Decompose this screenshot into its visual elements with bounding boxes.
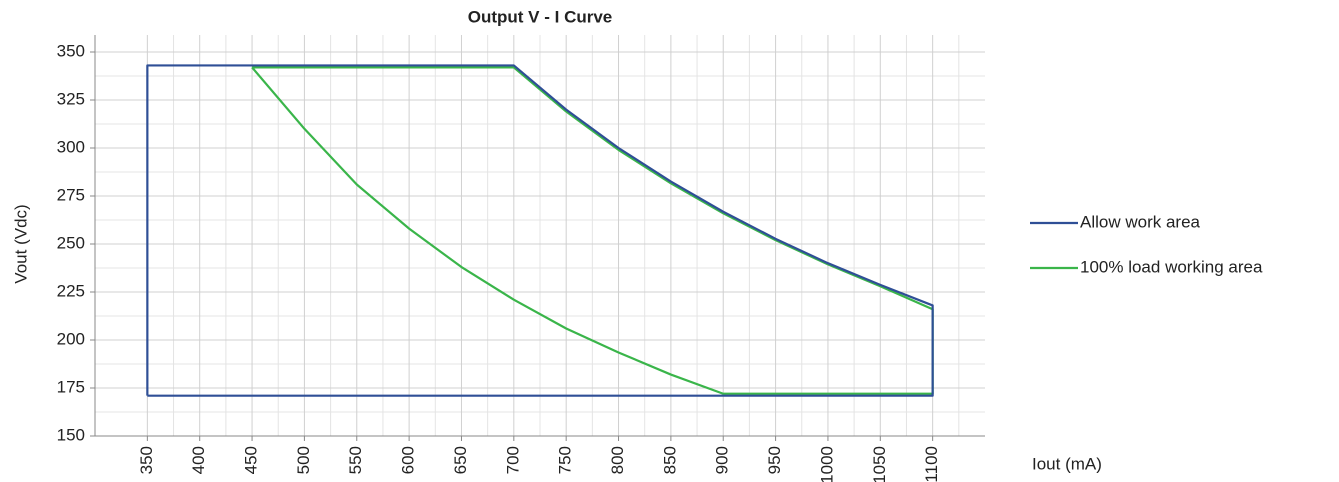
x-tick-label: 1050 — [870, 446, 889, 482]
x-tick-label: 400 — [189, 446, 208, 474]
x-tick-label: 600 — [399, 446, 418, 474]
y-tick-label: 300 — [57, 137, 85, 156]
legend-label: 100% load working area — [1080, 257, 1263, 276]
x-axis-label: Iout (mA) — [1032, 454, 1102, 473]
x-tick-label: 700 — [503, 446, 522, 474]
y-tick-label: 225 — [57, 281, 85, 300]
y-tick-label: 325 — [57, 89, 85, 108]
x-tick-label: 750 — [556, 446, 575, 474]
x-tick-label: 1100 — [922, 446, 941, 482]
x-tick-label: 350 — [137, 446, 156, 474]
x-tick-label: 500 — [294, 446, 313, 474]
legend-label: Allow work area — [1080, 212, 1201, 231]
x-tick-label: 900 — [713, 446, 732, 474]
y-tick-label: 175 — [57, 377, 85, 396]
y-tick-label: 250 — [57, 233, 85, 252]
y-tick-label: 150 — [57, 425, 85, 444]
x-tick-label: 650 — [451, 446, 470, 474]
series-line — [146, 64, 934, 397]
y-tick-label: 275 — [57, 185, 85, 204]
x-tick-label: 550 — [346, 446, 365, 474]
x-tick-label: 850 — [660, 446, 679, 474]
y-axis-label: Vout (Vdc) — [11, 204, 30, 283]
chart-title: Output V - I Curve — [468, 7, 613, 26]
x-tick-label: 950 — [765, 446, 784, 474]
x-tick-label: 450 — [242, 446, 261, 474]
x-tick-label: 800 — [608, 446, 627, 474]
y-tick-label: 200 — [57, 329, 85, 348]
y-tick-label: 350 — [57, 41, 85, 60]
x-tick-label: 1000 — [817, 446, 836, 482]
